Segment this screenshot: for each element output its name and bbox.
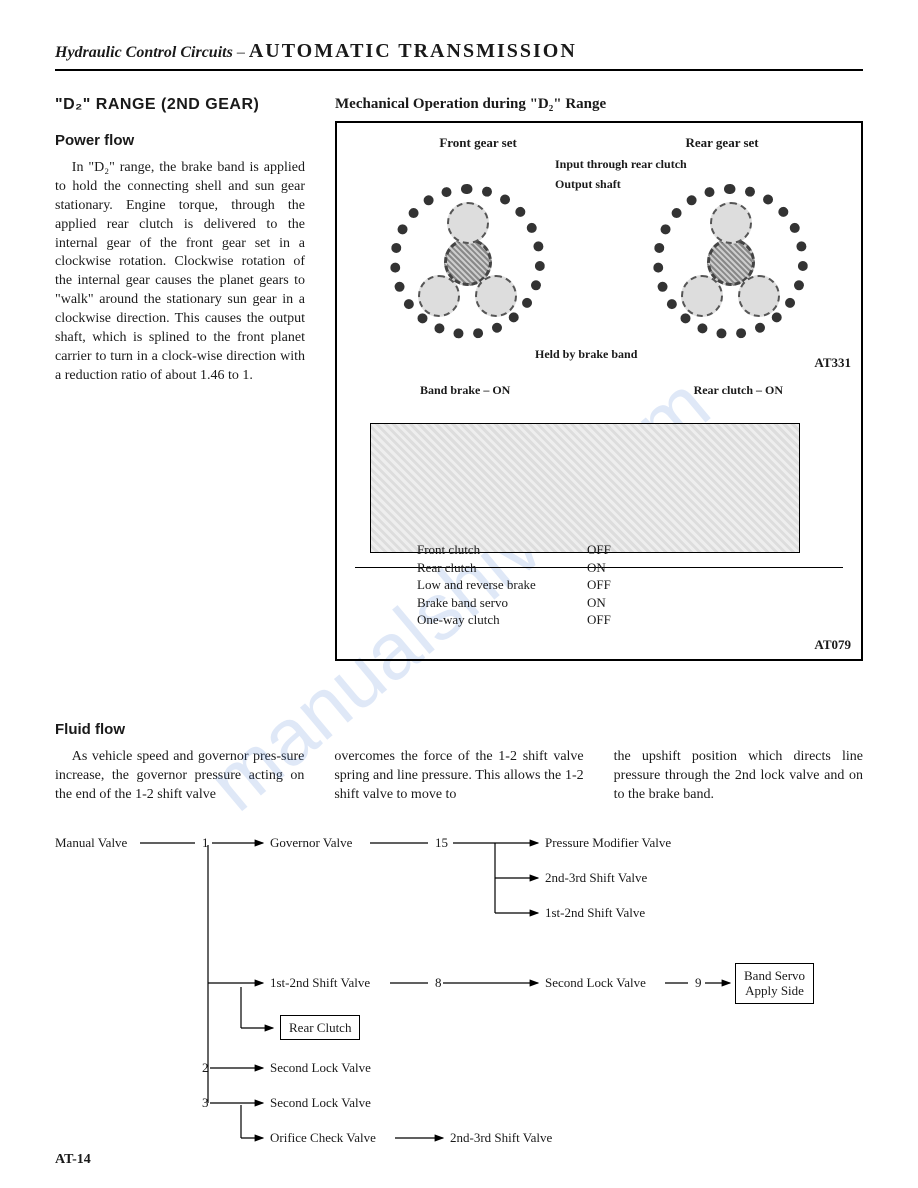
flow-node-shift23b: 2nd-3rd Shift Valve (450, 1130, 552, 1146)
flow-node-n3: 3 (202, 1095, 209, 1111)
flow-node-pmod: Pressure Modifier Valve (545, 835, 671, 851)
status-row: One-way clutchOFF (417, 611, 637, 629)
cutaway-drawing: Band brake – ON Rear clutch – ON (355, 383, 843, 568)
flow-node-secondlock2: Second Lock Valve (270, 1060, 371, 1076)
figure-ref-top: AT331 (814, 355, 851, 371)
gear-labels-row: Front gear set Rear gear set (355, 135, 843, 151)
fluidflow-heading: Fluid flow (55, 721, 863, 738)
mechanical-heading: Mechanical Operation during "D₂" Range (335, 96, 863, 113)
status-label: Rear clutch (417, 559, 587, 577)
flow-node-n2: 2 (202, 1060, 209, 1076)
status-row: Rear clutchON (417, 559, 637, 577)
flow-node-rearclutch: Rear Clutch (280, 1015, 360, 1041)
flow-node-n1: 1 (202, 835, 209, 851)
fluid-col-2: overcomes the force of the 1-2 shift val… (334, 748, 583, 805)
flow-node-shift12a: 1st-2nd Shift Valve (545, 905, 645, 921)
flow-node-shift12b: 1st-2nd Shift Valve (270, 975, 370, 991)
annot-input: Input through rear clutch (555, 157, 687, 172)
flow-node-secondlock1: Second Lock Valve (545, 975, 646, 991)
front-gear-ring (390, 184, 545, 339)
annot-rearclutch: Rear clutch – ON (694, 383, 783, 398)
front-gear-label: Front gear set (439, 135, 517, 151)
figure-ref-bot: AT079 (814, 637, 851, 653)
planet-gear (738, 275, 780, 317)
status-label: Front clutch (417, 541, 587, 559)
status-value: OFF (587, 611, 637, 629)
flow-node-n15: 15 (435, 835, 448, 851)
status-label: Low and reverse brake (417, 576, 587, 594)
page-number: AT-14 (55, 1152, 91, 1168)
flow-node-governor: Governor Valve (270, 835, 352, 851)
left-column: "D₂" RANGE (2ND GEAR) Power flow In "D₂"… (55, 96, 305, 661)
status-row: Brake band servoON (417, 594, 637, 612)
status-value: ON (587, 594, 637, 612)
flow-node-orifice: Orifice Check Valve (270, 1130, 376, 1146)
fluidflow-section: Fluid flow As vehicle speed and governor… (55, 721, 863, 1165)
flow-node-manual: Manual Valve (55, 835, 127, 851)
fluid-col-1: As vehicle speed and governor pres-sure … (55, 748, 304, 805)
cutaway-body (370, 423, 800, 553)
rear-gear-ring (653, 184, 808, 339)
powerflow-heading: Power flow (55, 132, 305, 149)
fluidflow-columns: As vehicle speed and governor pres-sure … (55, 748, 863, 805)
planet-gear (447, 202, 489, 244)
flow-diagram: Manual Valve 1 Governor Valve 15 Pressure Mo… (55, 835, 863, 1165)
planet-gear (418, 275, 460, 317)
powerflow-body: In "D₂" range, the brake band is applied… (55, 159, 305, 386)
header-dash: – (233, 44, 249, 61)
status-label: Brake band servo (417, 594, 587, 612)
right-column: Mechanical Operation during "D₂" Range F… (335, 96, 863, 661)
status-row: Front clutchOFF (417, 541, 637, 559)
fluid-col-3: the upshift position which directs line … (614, 748, 863, 805)
top-content: "D₂" RANGE (2ND GEAR) Power flow In "D₂"… (55, 96, 863, 661)
flow-node-shift23a: 2nd-3rd Shift Valve (545, 870, 647, 886)
header-italic-text: Hydraulic Control Circuits (55, 44, 233, 61)
rear-gear-label: Rear gear set (685, 135, 758, 151)
status-value: OFF (587, 576, 637, 594)
mechanical-diagram: Front gear set Rear gear set Input throu… (335, 121, 863, 661)
planet-gear (710, 202, 752, 244)
annot-held: Held by brake band (535, 347, 637, 362)
annot-bandbrake: Band brake – ON (420, 383, 510, 398)
status-row: Low and reverse brakeOFF (417, 576, 637, 594)
header-bold-text: AUTOMATIC TRANSMISSION (249, 40, 577, 62)
flow-node-secondlock3: Second Lock Valve (270, 1095, 371, 1111)
status-table: Front clutchOFF Rear clutchON Low and re… (417, 541, 637, 629)
planet-gear (475, 275, 517, 317)
range-title: "D₂" RANGE (2ND GEAR) (55, 96, 305, 114)
status-value: OFF (587, 541, 637, 559)
status-value: ON (587, 559, 637, 577)
status-label: One-way clutch (417, 611, 587, 629)
annot-output: Output shaft (555, 177, 621, 192)
planet-gear (681, 275, 723, 317)
flow-node-bandservo: Band ServoApply Side (735, 963, 814, 1004)
flow-node-n9: 9 (695, 975, 702, 991)
gear-drawing-area: Input through rear clutch Output shaft H… (355, 159, 843, 359)
flow-node-n8: 8 (435, 975, 442, 991)
page-header: Hydraulic Control Circuits – AUTOMATIC T… (55, 40, 863, 71)
